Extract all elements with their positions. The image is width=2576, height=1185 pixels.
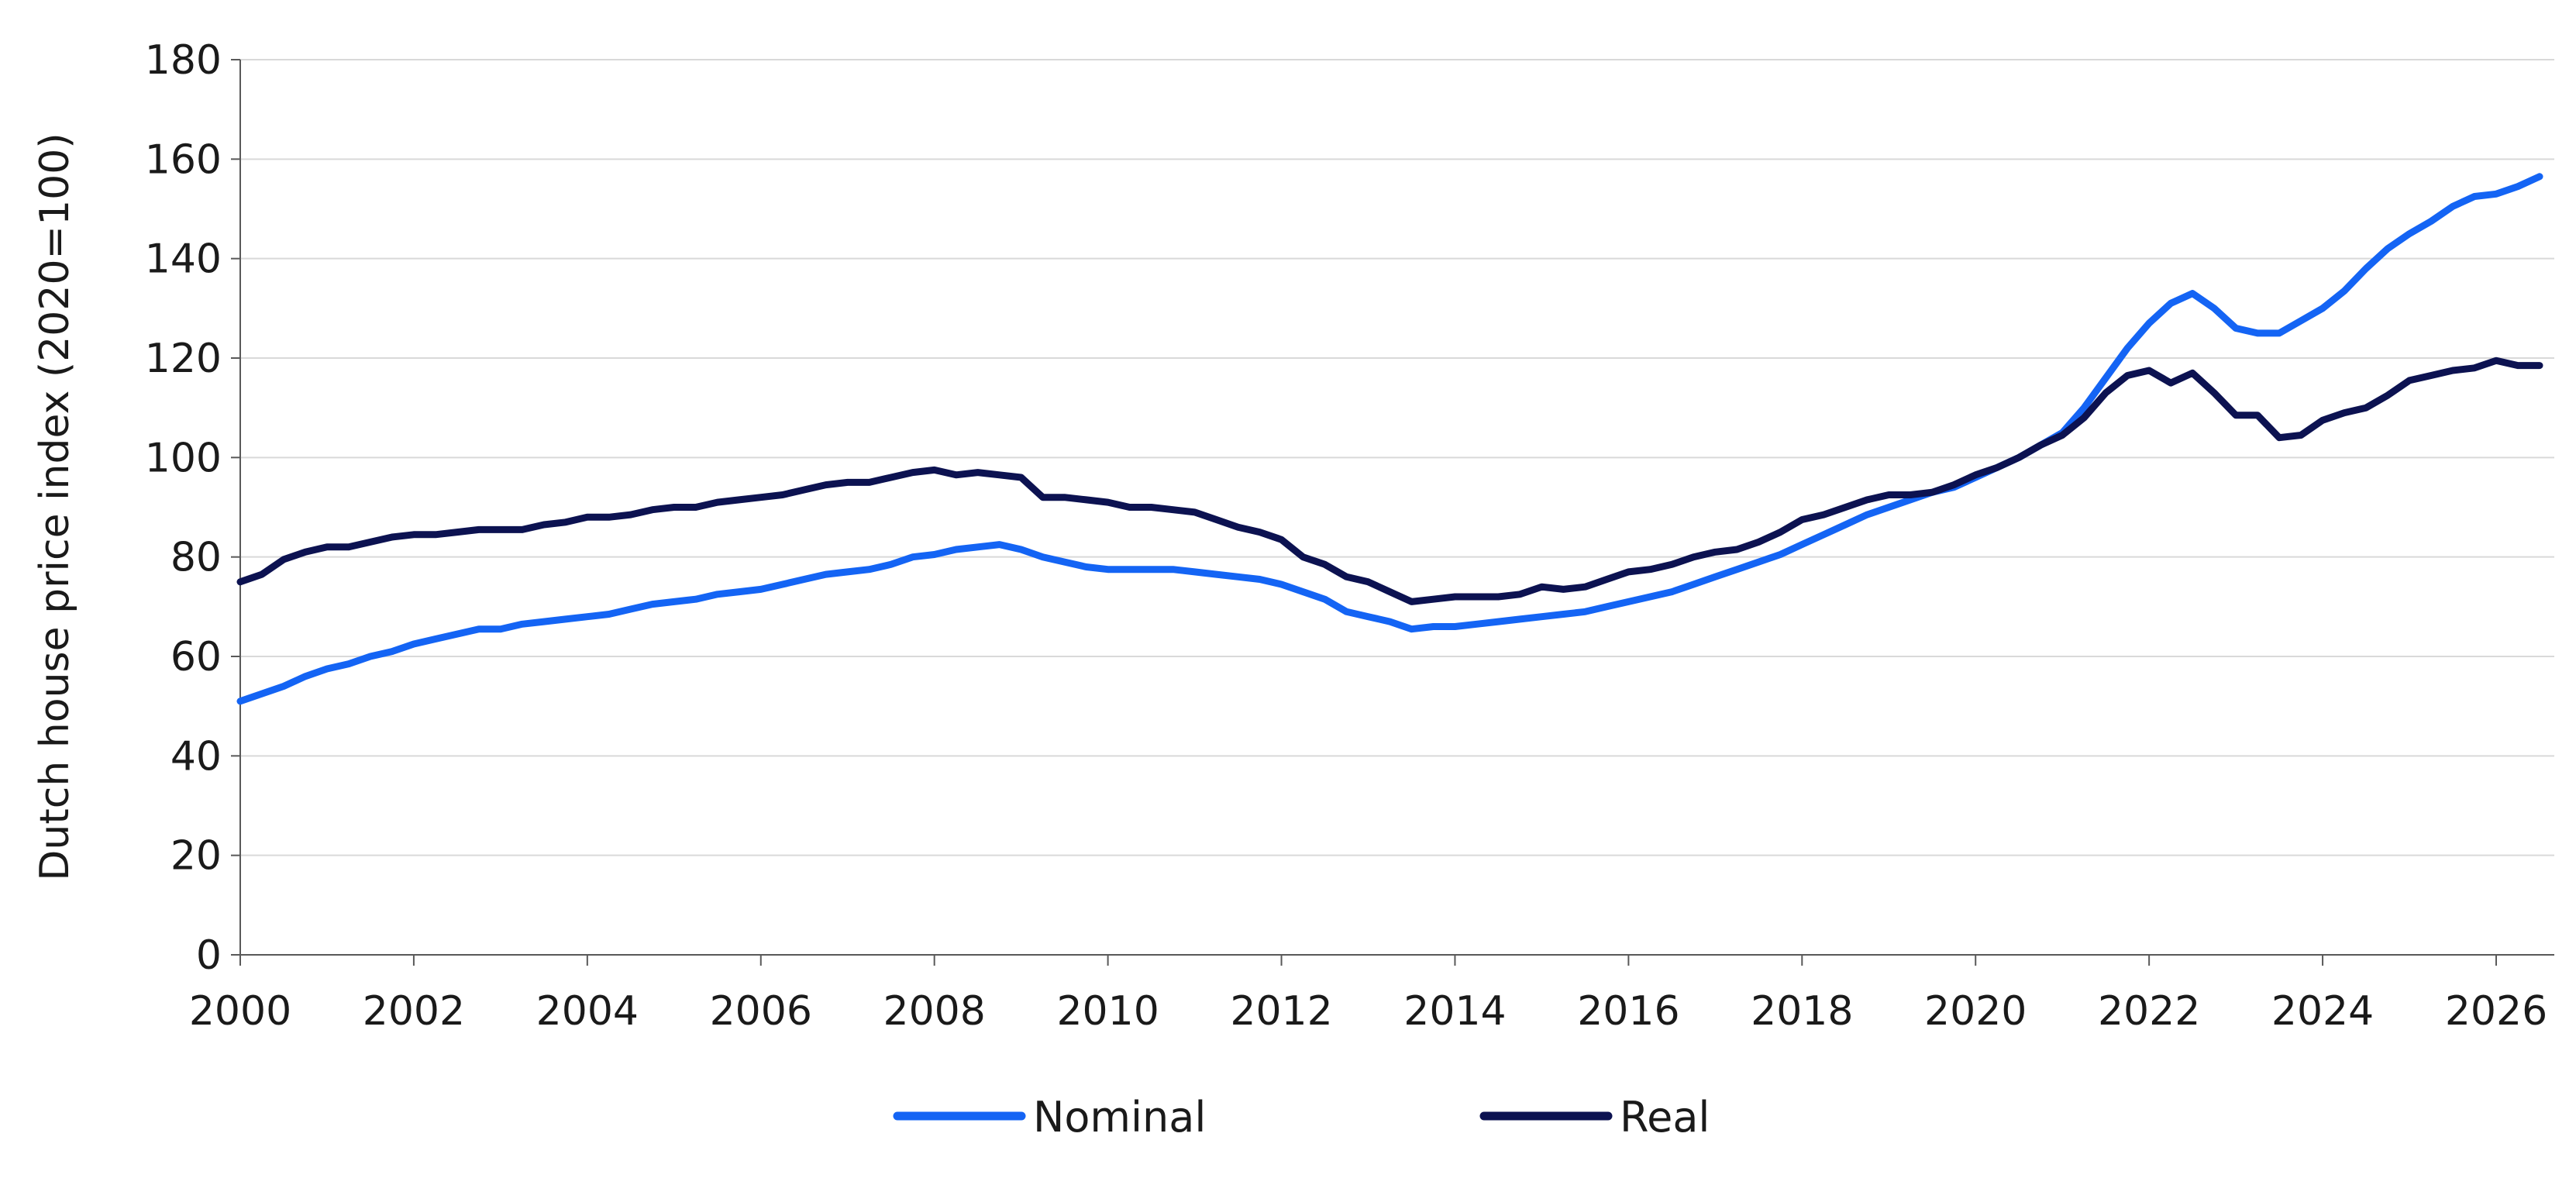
- legend-item-nominal[interactable]: Nominal: [893, 1093, 1206, 1142]
- y-tick-label: 40: [170, 733, 222, 780]
- y-tick-label: 60: [170, 634, 222, 680]
- legend[interactable]: Nominal Real: [893, 1093, 1710, 1142]
- x-axis-tick-labels: 2000 2002 2004 2006 2008 2010 2012 2014 2016 2018…: [189, 988, 2547, 1035]
- y-tick-label: 20: [170, 833, 222, 880]
- legend-label: Nominal: [1033, 1093, 1206, 1142]
- x-tick-label: 2008: [883, 988, 986, 1035]
- x-tick-label: 2022: [2098, 988, 2200, 1035]
- y-axis-tick-labels: 0 20 40 60 80 100 120 140 160 180: [145, 37, 222, 979]
- x-tick-label: 2014: [1403, 988, 1506, 1035]
- x-tick-label: 2010: [1056, 988, 1159, 1035]
- y-tick-label: 180: [145, 37, 222, 84]
- x-tick-label: 2018: [1751, 988, 1853, 1035]
- series-line-nominal: [236, 173, 2543, 705]
- x-tick-label: 2004: [536, 988, 639, 1035]
- y-tick-label: 0: [196, 932, 222, 979]
- y-tick-label: 140: [145, 236, 222, 283]
- x-tick-label: 2000: [189, 988, 291, 1035]
- legend-label: Real: [1620, 1093, 1710, 1142]
- x-tick-label: 2024: [2271, 988, 2374, 1035]
- y-axis-title: Dutch house price index (2020=100): [32, 133, 78, 880]
- axes: [231, 59, 2554, 966]
- x-tick-label: 2020: [1924, 988, 2027, 1035]
- series-lines: [236, 173, 2543, 705]
- y-tick-label: 100: [145, 435, 222, 481]
- x-tick-label: 2016: [1577, 988, 1679, 1035]
- x-tick-label: 2002: [363, 988, 465, 1035]
- x-tick-label: 2026: [2445, 988, 2547, 1035]
- x-tick-label: 2012: [1230, 988, 1332, 1035]
- series-line-real: [236, 357, 2543, 605]
- gridlines: [240, 59, 2554, 856]
- x-tick-label: 2006: [710, 988, 812, 1035]
- y-tick-label: 160: [145, 136, 222, 183]
- y-tick-label: 80: [170, 535, 222, 581]
- y-tick-label: 120: [145, 336, 222, 382]
- legend-item-real[interactable]: Real: [1479, 1093, 1710, 1142]
